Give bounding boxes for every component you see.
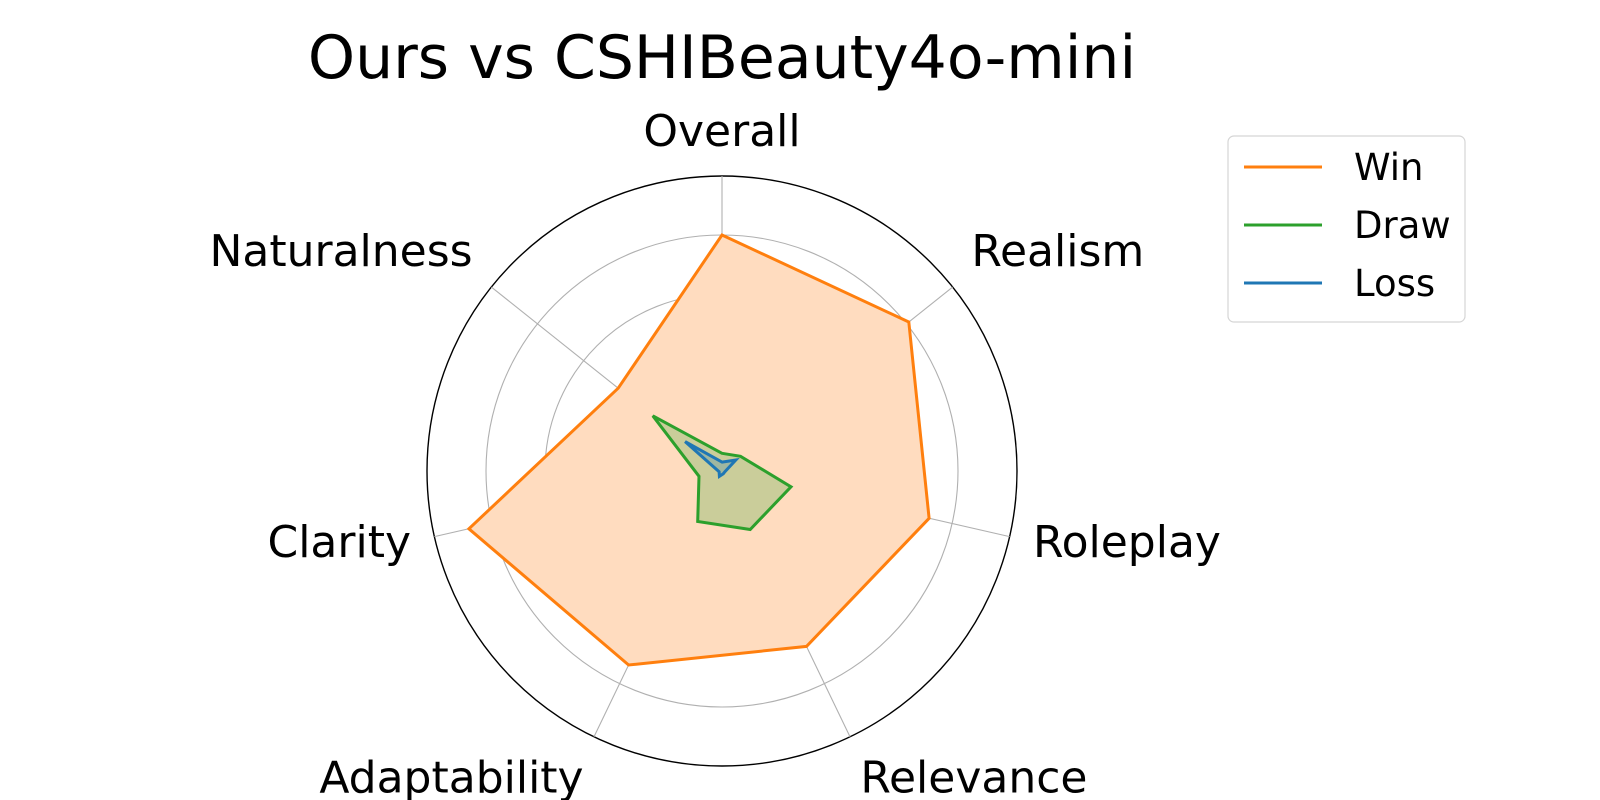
series-win-line (466, 233, 931, 667)
axis-label-clarity: Clarity (267, 517, 411, 568)
legend-label-loss: Loss (1354, 262, 1435, 305)
legend-box (1227, 135, 1466, 323)
legend-label-win: Win (1354, 146, 1424, 189)
axis-label-relevance: Relevance (860, 752, 1087, 800)
axis-labels: Overall Realism Roleplay Relevance Adaptabil… (209, 106, 1220, 800)
legend: Win Draw Loss (1227, 135, 1466, 323)
chart-title: Ours vs CSHIBeauty4o-mini (308, 23, 1136, 93)
legend-label-draw: Draw (1354, 204, 1451, 247)
axis-label-naturalness: Naturalness (209, 226, 472, 277)
series-loss-line (684, 440, 740, 479)
axis-label-adaptability: Adaptability (319, 752, 583, 800)
axis-label-roleplay: Roleplay (1033, 517, 1221, 568)
radar-series (466, 233, 931, 667)
axis-label-realism: Realism (971, 226, 1144, 277)
series-draw-line (651, 414, 794, 532)
axis-label-overall: Overall (643, 106, 800, 157)
